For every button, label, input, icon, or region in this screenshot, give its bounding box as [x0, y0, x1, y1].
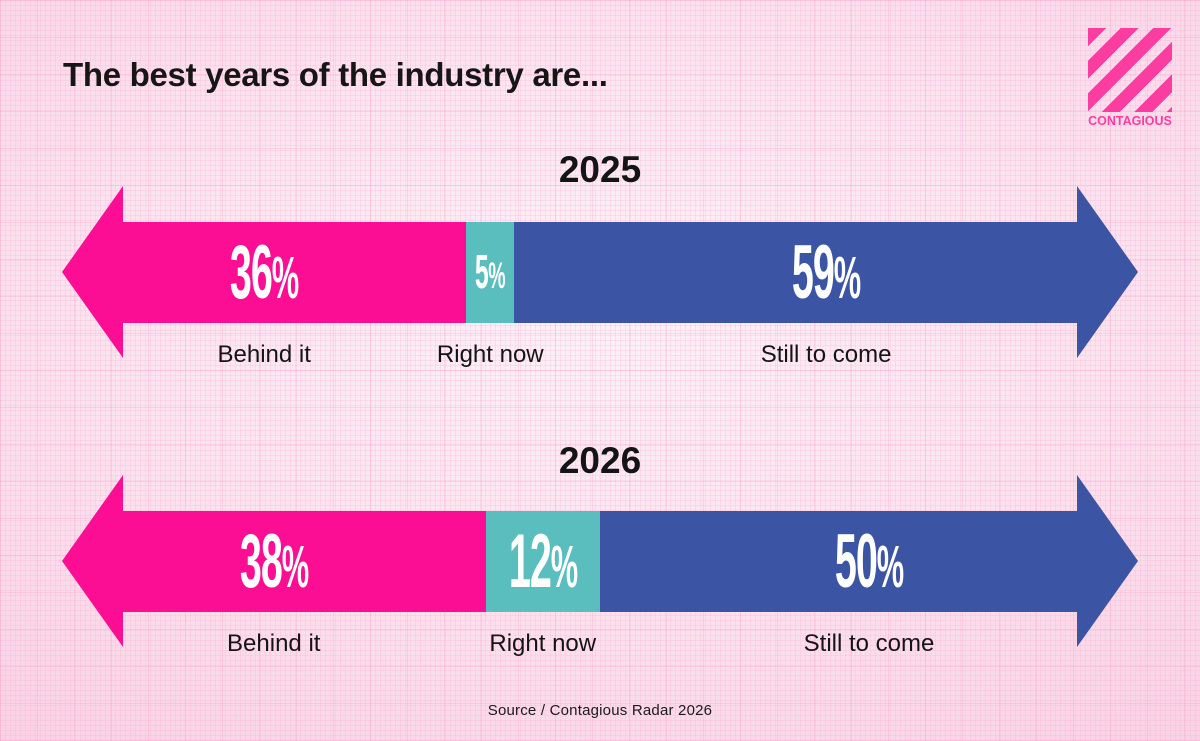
- segment-label: Still to come: [760, 341, 892, 368]
- arrow-bar-2026: 38% Behind it 12% Right now 50% Still to…: [62, 475, 1138, 657]
- segment-behind-it-2026: 38% Behind it: [62, 475, 486, 657]
- percent-value: 38%: [239, 518, 309, 604]
- contagious-logo: CONTAGIOUS: [1088, 28, 1172, 128]
- arrow-bar-2025: 36% Behind it 5% Right now 59% Still to …: [62, 186, 1138, 368]
- brand-label: CONTAGIOUS: [1088, 114, 1172, 128]
- percent-value: 36%: [230, 229, 299, 315]
- segment-right-now-2026: 12% Right now: [485, 511, 600, 657]
- source-note: Source / Contagious Radar 2026: [487, 702, 713, 719]
- segment-label: Right now: [436, 341, 544, 368]
- diagonal-stripes-icon: [1088, 28, 1172, 112]
- segment-label: Behind it: [217, 341, 311, 368]
- arrowhead-right-icon: [1077, 475, 1138, 647]
- segment-still-to-come-2025: 59% Still to come: [514, 186, 1138, 368]
- percent-value: 5%: [475, 245, 506, 299]
- segment-label: Still to come: [803, 630, 935, 657]
- arrowhead-left-icon: [62, 186, 123, 358]
- percent-value: 50%: [834, 518, 904, 604]
- segment-still-to-come-2026: 50% Still to come: [600, 475, 1138, 657]
- segment-right-now-2025: 5% Right now: [437, 222, 544, 368]
- arrowhead-left-icon: [62, 475, 123, 647]
- year-label-2026: 2026: [558, 440, 642, 481]
- page-title: The best years of the industry are...: [63, 56, 608, 93]
- segment-label: Right now: [489, 630, 597, 657]
- segment-behind-it-2025: 36% Behind it: [62, 186, 467, 368]
- percent-value: 59%: [791, 229, 861, 315]
- segment-label: Behind it: [227, 630, 321, 657]
- year-label-2025: 2025: [558, 149, 642, 190]
- arrowhead-right-icon: [1077, 186, 1138, 358]
- percent-value: 12%: [508, 518, 578, 604]
